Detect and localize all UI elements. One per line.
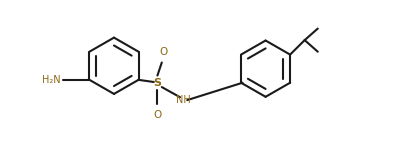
Text: S: S	[153, 78, 161, 88]
Text: NH: NH	[176, 95, 190, 105]
Text: O: O	[153, 110, 161, 120]
Text: H₂N: H₂N	[42, 75, 60, 85]
Text: O: O	[159, 47, 167, 57]
